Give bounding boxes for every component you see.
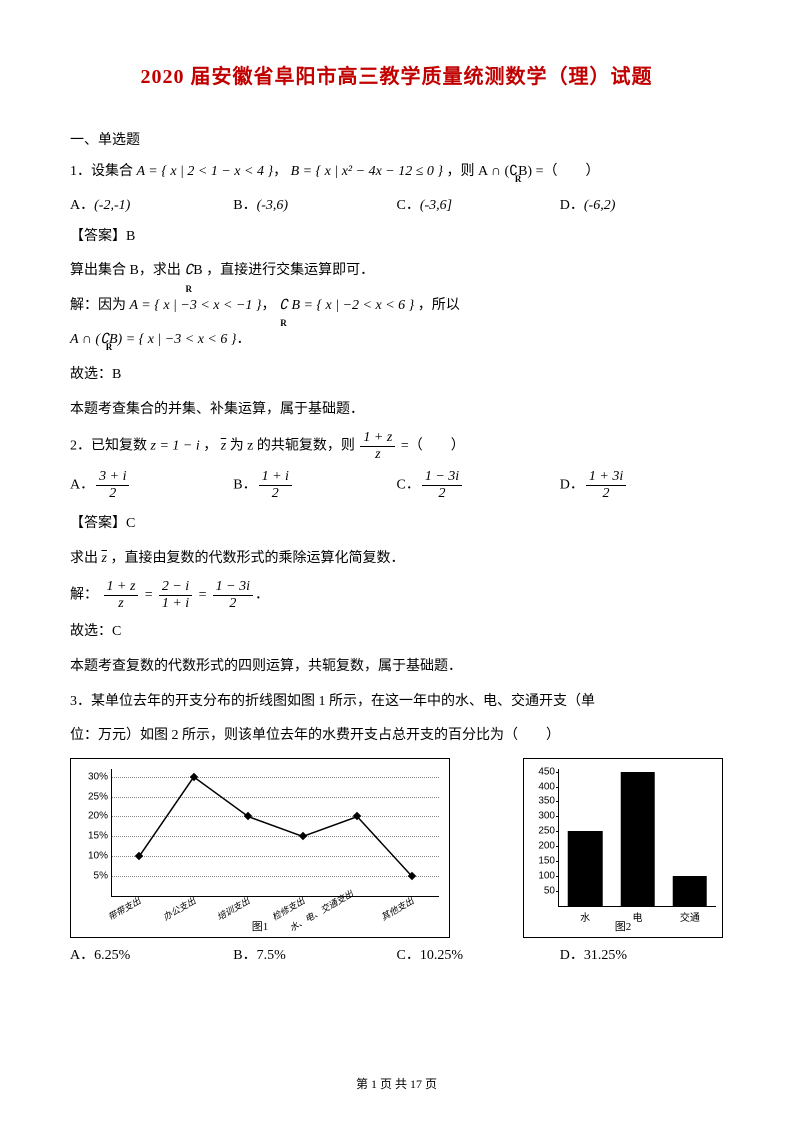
complement-R-icon: ∁R xyxy=(184,258,193,285)
chart-2-bar: 50100150200250300350400450水电交通 图2 xyxy=(523,758,723,938)
chart1-label: 图1 xyxy=(71,918,449,934)
q2-fraction: 1 + z z xyxy=(360,431,395,462)
q3-opt-B: B．7.5% xyxy=(233,944,396,964)
q1-options: A．(-2,-1) B．(-3,6) C．(-3,6] D．(-6,2) xyxy=(70,194,723,214)
q2-opt-A: A．3 + i2 xyxy=(70,470,233,501)
q1-setA: A = { x | 2 < 1 − x < 4 } xyxy=(137,164,274,179)
q3-opt-D: D．31.25% xyxy=(560,944,723,964)
q1-tail: ，则 A ∩ (∁ xyxy=(447,164,519,179)
q2-note: 本题考查复数的代数形式的四则运算，共轭复数，属于基础题． xyxy=(70,654,723,681)
q3-stem-line1: 3．某单位去年的开支分布的折线图如图 1 所示，在这一年中的水、电、交通开支（单 xyxy=(70,689,723,716)
q1-note: 本题考查集合的并集、补集运算，属于基础题． xyxy=(70,397,723,424)
q2-explain: 求出 z ，直接由复数的代数形式的乘除运算化简复数． xyxy=(70,546,723,573)
q1-answer: 【答案】B xyxy=(70,224,723,251)
complement-R-icon: ∁R xyxy=(279,293,288,320)
q2-answer: 【答案】C xyxy=(70,511,723,538)
q3-opt-A: A．6.25% xyxy=(70,944,233,964)
q1-tail2: B) =（ ） xyxy=(518,164,599,179)
q1-explain1: 算出集合 B，求出 ∁RB ，直接进行交集运算即可． xyxy=(70,258,723,285)
page-footer: 第 1 页 共 17 页 xyxy=(0,1075,793,1092)
q2-opt-C: C．1 − 3i2 xyxy=(397,470,560,501)
q2-hence: 故选：C xyxy=(70,619,723,646)
q1-solve: 解：因为 A = { x | −3 < x < −1 }， ∁R B = { x… xyxy=(70,293,723,320)
q1-hence: 故选：B xyxy=(70,362,723,389)
q1-opt-D: D．(-6,2) xyxy=(560,194,723,214)
q3-options: A．6.25% B．7.5% C．10.25% D．31.25% xyxy=(70,944,723,964)
q1-setB: B = { x | x² − 4x − 12 ≤ 0 } xyxy=(291,164,443,179)
chart2-label: 图2 xyxy=(524,918,722,934)
q2-options: A．3 + i2 B．1 + i2 C．1 − 3i2 D．1 + 3i2 xyxy=(70,470,723,501)
page-title: 2020 届安徽省阜阳市高三教学质量统测数学（理）试题 xyxy=(70,60,723,89)
q3-charts: 5%10%15%20%25%30%带带支出办公支出培训支出检修支出水、电、交通支… xyxy=(70,758,723,938)
q1-result: A ∩ (∁RB) = { x | −3 < x < 6 }． xyxy=(70,327,723,354)
q1-prefix: 1．设集合 xyxy=(70,164,137,179)
q1-opt-A: A．(-2,-1) xyxy=(70,194,233,214)
q2-solve: 解： 1 + zz = 2 − i1 + i = 1 − 3i2． xyxy=(70,580,723,611)
q1-opt-B: B．(-3,6) xyxy=(233,194,396,214)
q3-opt-C: C．10.25% xyxy=(397,944,560,964)
q2-opt-D: D．1 + 3i2 xyxy=(560,470,723,501)
q2-opt-B: B．1 + i2 xyxy=(233,470,396,501)
chart-1-line: 5%10%15%20%25%30%带带支出办公支出培训支出检修支出水、电、交通支… xyxy=(70,758,450,938)
q3-stem-line2: 位：万元）如图 2 所示，则该单位去年的水费开支占总开支的百分比为（ ） xyxy=(70,723,723,750)
section-header: 一、单选题 xyxy=(70,129,723,149)
q1-stem: 1．设集合 A = { x | 2 < 1 − x < 4 }， B = { x… xyxy=(70,159,723,186)
q2-stem: 2．已知复数 z = 1 − i ， z 为 z 的共轭复数，则 1 + z z… xyxy=(70,431,723,462)
q1-opt-C: C．(-3,6] xyxy=(397,194,560,214)
exam-page: 2020 届安徽省阜阳市高三教学质量统测数学（理）试题 一、单选题 1．设集合 … xyxy=(0,0,793,1122)
